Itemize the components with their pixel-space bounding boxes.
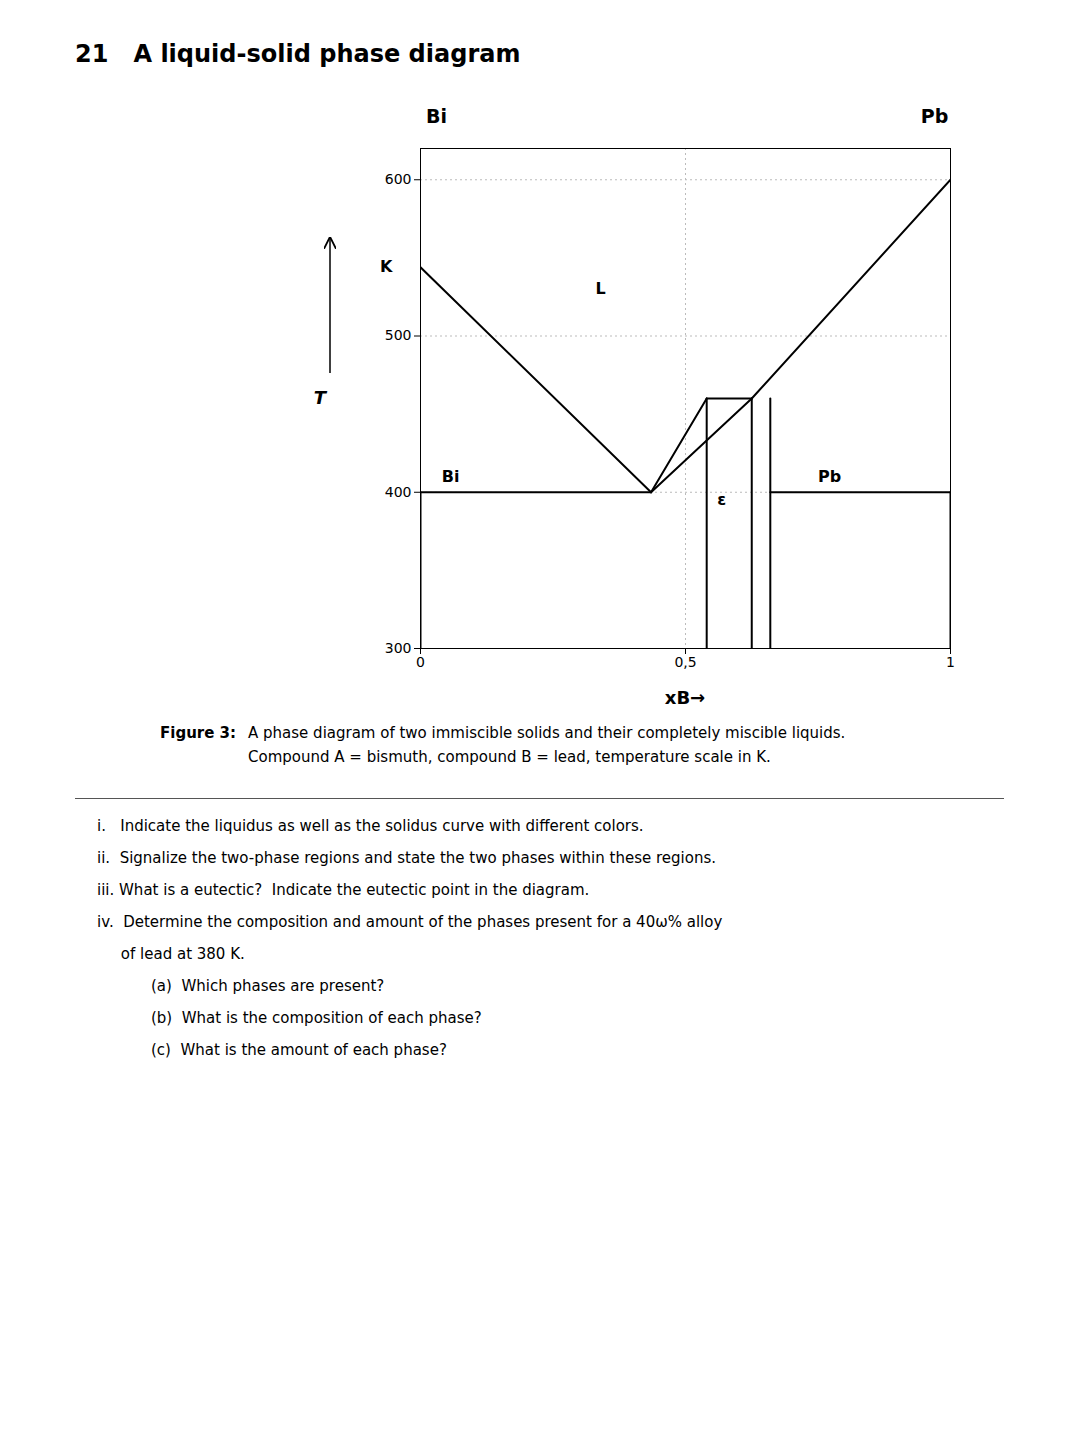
html-text:A phase diagram of two immisci: A phase diagram of two immiscible solids… bbox=[248, 724, 846, 742]
svg-text:Pb: Pb bbox=[818, 467, 841, 486]
svg-text:L: L bbox=[595, 279, 605, 298]
html-text:of lead at 380 K.: of lead at 380 K. bbox=[97, 945, 245, 963]
html-text:Compound A = bismuth, compound: Compound A = bismuth, compound B = lead,… bbox=[248, 748, 771, 766]
svg-text:500: 500 bbox=[385, 327, 412, 343]
svg-text:Bi: Bi bbox=[426, 105, 447, 127]
svg-text:0: 0 bbox=[416, 654, 425, 670]
svg-text:400: 400 bbox=[385, 484, 412, 500]
svg-text:1: 1 bbox=[946, 654, 955, 670]
html-text:(c) What is the amount of each: (c) What is the amount of each phase? bbox=[151, 1041, 447, 1059]
svg-text:Pb: Pb bbox=[921, 105, 949, 127]
html-text:i. Indicate the liquidus as we: i. Indicate the liquidus as well as the … bbox=[97, 817, 644, 835]
svg-text:ε: ε bbox=[717, 490, 726, 509]
html-text:iii. What is a eutectic? Indic: iii. What is a eutectic? Indicate the eu… bbox=[97, 881, 590, 899]
html-text:(b) What is the composition of: (b) What is the composition of each phas… bbox=[151, 1009, 482, 1027]
svg-text:300: 300 bbox=[385, 640, 412, 656]
svg-text:T: T bbox=[314, 387, 328, 408]
svg-text:xB→: xB→ bbox=[665, 687, 705, 708]
svg-text:0,5: 0,5 bbox=[674, 654, 696, 670]
html-text:Figure 3:: Figure 3: bbox=[160, 724, 236, 742]
html-text:iv. Determine the composition: iv. Determine the composition and amount… bbox=[97, 913, 723, 931]
html-text:ii. Signalize the two-phase re: ii. Signalize the two-phase regions and … bbox=[97, 849, 716, 867]
html-text:(a) Which phases are present?: (a) Which phases are present? bbox=[151, 977, 385, 995]
svg-text:600: 600 bbox=[385, 171, 412, 187]
html-text:21 A liquid-solid phase diagra: 21 A liquid-solid phase diagram bbox=[75, 40, 521, 68]
svg-text:K: K bbox=[380, 257, 393, 276]
svg-text:Bi: Bi bbox=[442, 467, 460, 486]
